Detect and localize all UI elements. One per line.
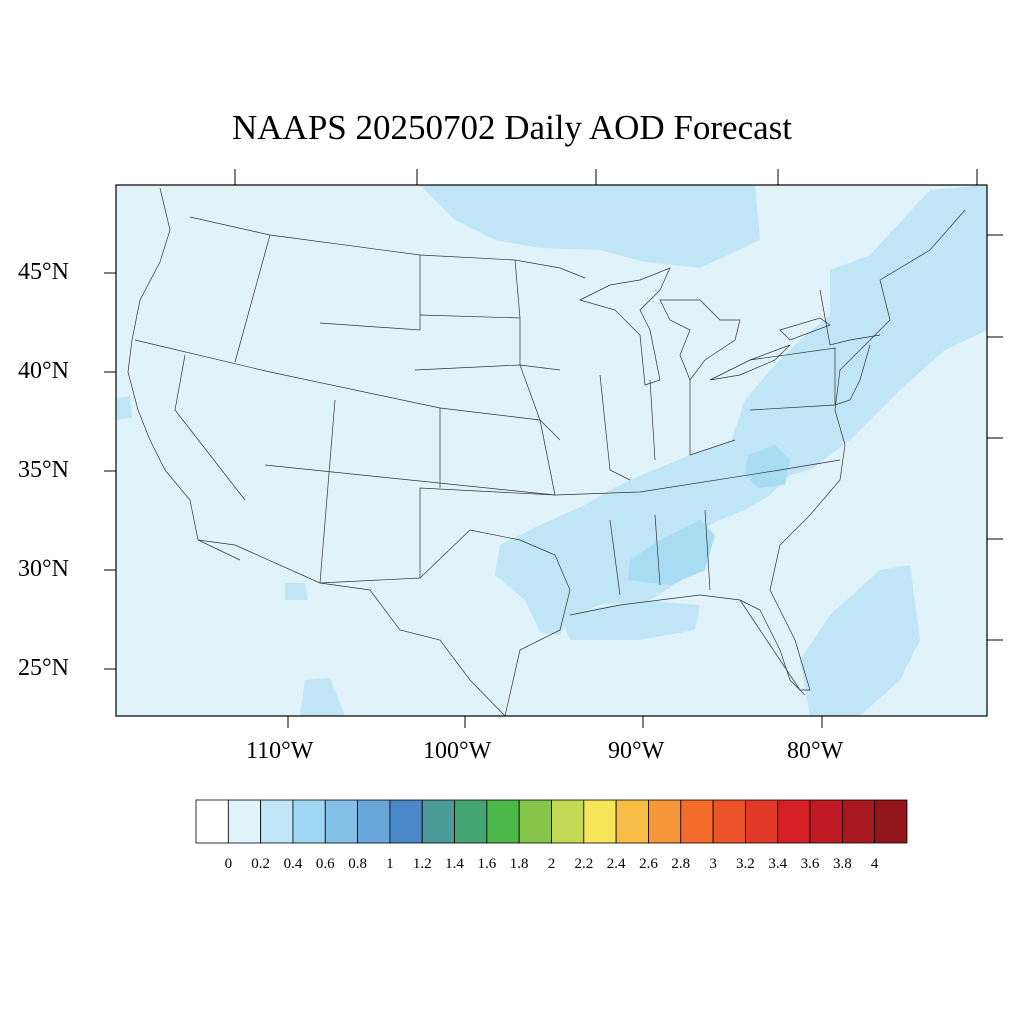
lon-label-100w: 100°W [423, 738, 492, 764]
colorbar-box-19 [809, 799, 843, 844]
map-frame [115, 184, 988, 717]
lon-label-80w: 80°W [787, 738, 844, 764]
colorbar-label: 0 [224, 856, 233, 872]
aod-region-mexico [300, 678, 345, 716]
colorbar-box-20 [841, 799, 876, 844]
colorbar-label: 3.6 [800, 856, 820, 872]
colorbar-label: 0.6 [315, 856, 335, 872]
colorbar-label: 1 [386, 856, 394, 872]
colorbar-label: 1.2 [412, 856, 432, 872]
colorbar-box-4 [324, 799, 358, 844]
colorbar-box-15 [680, 799, 714, 844]
lat-label-30: 30°N [18, 556, 69, 582]
aod-region-pacific [116, 396, 132, 420]
lon-label-90w: 90°W [608, 738, 665, 764]
lat-label-35: 35°N [18, 457, 69, 483]
colorbar-box-16 [712, 799, 746, 844]
lon-label-110w: 110°W [246, 738, 314, 764]
top-ticks [234, 169, 978, 185]
colorbar-box-10 [518, 799, 552, 844]
colorbar-label: 3 [709, 856, 717, 872]
lat-label-40: 40°N [18, 358, 69, 384]
aod-region-northeast [730, 185, 987, 478]
colorbar-label: 0.4 [283, 856, 303, 872]
colorbar-label: 1.8 [509, 856, 529, 872]
colorbar-label: 2.6 [639, 856, 658, 872]
colorbar-label: 2.2 [574, 856, 594, 872]
colorbar-box-18 [777, 799, 811, 844]
state-boundaries [127, 187, 966, 716]
map-title: NAAPS 20250702 Daily AOD Forecast [232, 108, 792, 147]
colorbar-box-6 [389, 799, 423, 844]
lat-ticks [104, 272, 116, 670]
aod-high-alabama [628, 520, 715, 585]
colorbar-box-8 [454, 799, 488, 844]
colorbar-box-2 [260, 799, 294, 844]
lat-label-25: 25°N [18, 655, 69, 681]
lat-label-45: 45°N [18, 259, 69, 285]
colorbar-box-9 [486, 799, 520, 844]
aod-region-north [420, 185, 760, 268]
colorbar-label: 3.8 [832, 856, 852, 872]
colorbar-label: 1.6 [477, 856, 497, 872]
colorbar-label: 1.4 [445, 856, 464, 872]
right-ticks [987, 234, 1003, 641]
colorbar [195, 799, 908, 844]
colorbar-box-0 [195, 799, 229, 844]
aod-region-baja [285, 583, 308, 600]
colorbar-box-11 [551, 799, 585, 844]
colorbar-label: 3.2 [736, 856, 755, 872]
aod-elevated-regions [116, 185, 987, 716]
colorbar-box-21 [874, 799, 908, 844]
colorbar-box-12 [583, 799, 617, 844]
aod-region-caribbean [800, 565, 920, 716]
colorbar-box-5 [357, 799, 391, 844]
colorbar-box-13 [615, 799, 649, 844]
colorbar-label: 2.4 [606, 856, 626, 872]
lon-ticks [287, 716, 823, 728]
colorbar-label: 0.2 [251, 856, 270, 872]
colorbar-box-17 [745, 799, 779, 844]
aod-high-carolinas [745, 445, 790, 488]
colorbar-label: 4 [870, 856, 879, 872]
colorbar-label: 0.8 [348, 856, 367, 872]
colorbar-box-3 [292, 799, 326, 844]
colorbar-label: 3.4 [768, 856, 788, 872]
colorbar-label: 2.8 [671, 856, 691, 872]
colorbar-box-14 [648, 799, 682, 844]
colorbar-label: 2 [547, 856, 556, 872]
colorbar-box-7 [421, 799, 455, 844]
colorbar-box-1 [227, 799, 262, 844]
